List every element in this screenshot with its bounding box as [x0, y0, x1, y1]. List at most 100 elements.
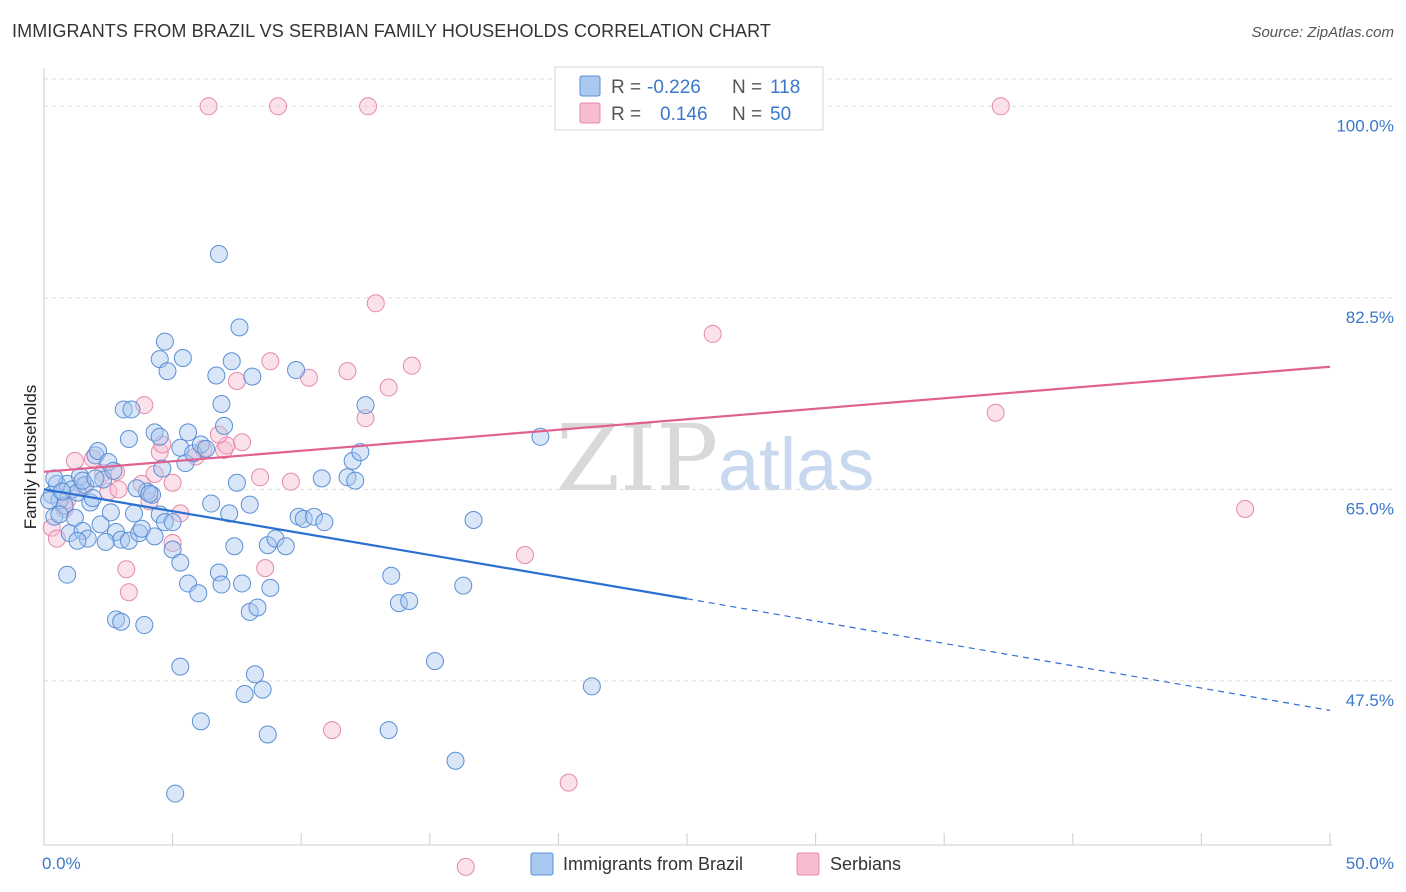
serbians-point [359, 97, 378, 116]
legend-n-value-serbians: 50 [770, 104, 791, 125]
brazil-point [101, 503, 120, 522]
serbians-point [281, 472, 300, 491]
y-tick-label: 82.5% [1346, 308, 1394, 327]
trend-line-brazil-extension [686, 598, 1331, 711]
serbians-point [65, 451, 84, 470]
brazil-point [40, 491, 59, 510]
brazil-point [153, 459, 172, 478]
serbians-point [366, 294, 385, 313]
series-serbians-points [42, 97, 1255, 876]
trend-line-brazil [43, 488, 688, 600]
brazil-point [207, 366, 226, 385]
brazil-point [261, 578, 280, 597]
serbians-point [117, 560, 136, 579]
brazil-point [122, 400, 141, 419]
brazil-point [222, 352, 241, 371]
brazil-point [351, 443, 370, 462]
legend-n-value-brazil: 118 [770, 77, 800, 98]
brazil-point [248, 598, 267, 617]
brazil-point [209, 563, 228, 582]
brazil-point [119, 429, 138, 448]
chart-title: IMMIGRANTS FROM BRAZIL VS SERBIAN FAMILY… [12, 21, 772, 41]
serbians-point [109, 480, 128, 499]
trend-line-serbians [43, 365, 1331, 473]
brazil-point [155, 513, 174, 532]
serbians-point [379, 378, 398, 397]
serbians-point [991, 97, 1010, 116]
brazil-point [58, 565, 77, 584]
watermark: ZIP atlas [556, 405, 874, 512]
x-tick-label-min: 0.0% [42, 854, 81, 873]
brazil-point [315, 513, 334, 532]
serbians-point [986, 403, 1005, 422]
brazil-point [158, 362, 177, 381]
brazil-point [225, 537, 244, 556]
legend-n-label-brazil: N = [732, 77, 762, 98]
brazil-point [202, 494, 221, 513]
serbians-point [256, 559, 275, 578]
brazil-point [233, 574, 252, 593]
brazil-point [212, 575, 231, 594]
y-tick-label: 65.0% [1346, 499, 1394, 518]
serbians-point [338, 362, 357, 381]
serbians-point [559, 773, 578, 792]
legend-swatch-serbians [579, 102, 601, 124]
brazil-point [235, 684, 254, 703]
serbians-point [323, 721, 342, 740]
brazil-point [305, 507, 324, 526]
serbians-point [233, 433, 252, 452]
brazil-point [137, 482, 156, 501]
brazil-point [171, 553, 190, 572]
x-axis-ticks [43, 833, 1331, 845]
brazil-point [112, 530, 131, 549]
serbians-point [515, 545, 534, 564]
brazil-point [312, 469, 331, 488]
brazil-point [258, 536, 277, 555]
series-legend-label-serbians: Serbians [830, 854, 901, 874]
brazil-point [209, 245, 228, 264]
serbians-point [119, 583, 138, 602]
brazil-point [464, 510, 483, 529]
brazil-point [114, 400, 133, 419]
brazil-point [140, 484, 159, 503]
brazil-point [400, 591, 419, 610]
brazil-point [50, 505, 69, 524]
watermark-atlas: atlas [718, 423, 874, 506]
brazil-point [446, 751, 465, 770]
brazil-point [245, 665, 264, 684]
y-tick-label: 100.0% [1336, 116, 1394, 135]
trend-lines [43, 365, 1331, 711]
brazil-point [287, 361, 306, 380]
legend-n-label-serbians: N = [732, 104, 762, 125]
brazil-point [346, 471, 365, 490]
brazil-point [166, 784, 185, 803]
brazil-point [230, 318, 249, 337]
legend-swatch-brazil [579, 75, 601, 97]
y-tick-labels: 47.5% 65.0% 82.5% 100.0% [1336, 116, 1394, 710]
brazil-point [258, 725, 277, 744]
brazil-point [119, 531, 138, 550]
serbians-point [199, 97, 218, 116]
brazil-point [96, 532, 115, 551]
serbians-point [356, 409, 375, 428]
legend-r-label-brazil: R = [611, 77, 641, 98]
serbians-point [209, 425, 228, 444]
serbians-point [163, 533, 182, 552]
brazil-point [253, 680, 272, 699]
serbians-point [261, 352, 280, 371]
serbians-point [227, 371, 246, 390]
brazil-point [379, 721, 398, 740]
brazil-point [171, 657, 190, 676]
serbians-point [269, 97, 288, 116]
brazil-point [356, 396, 375, 415]
brazil-point [582, 677, 601, 696]
brazil-point [382, 566, 401, 585]
brazil-point [112, 612, 131, 631]
series-brazil-points [40, 245, 601, 803]
brazil-point [125, 504, 144, 523]
brazil-point [86, 469, 105, 488]
series-legend-swatch-brazil [530, 852, 554, 876]
serbians-point [163, 473, 182, 492]
brazil-point [425, 652, 444, 671]
